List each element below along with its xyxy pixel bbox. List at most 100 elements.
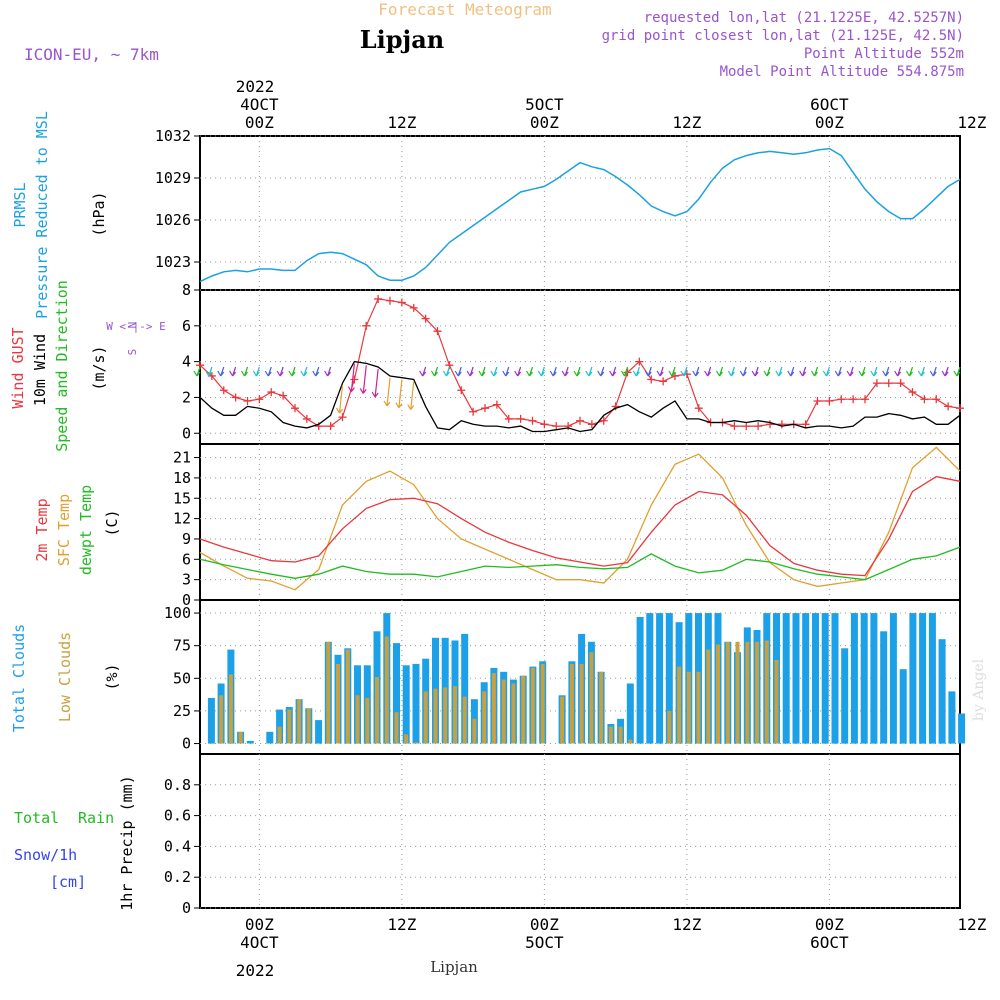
- bottom-time-tick-label: 12Z: [957, 915, 986, 934]
- gust-marker: [552, 422, 561, 431]
- chart-title: Forecast Meteogram: [378, 0, 551, 19]
- wind-direction-arrow: [478, 366, 486, 377]
- wind-direction-arrow: [858, 366, 866, 377]
- total-cloud-bar: [870, 613, 878, 744]
- low-cloud-bar: [677, 666, 682, 744]
- low-cloud-bar: [482, 691, 487, 744]
- wind-panel: 0 2 4 6 8: [182, 281, 964, 445]
- pressure-panel: 1023 1026 1029 1032: [155, 127, 961, 291]
- gust-marker: [694, 404, 703, 413]
- gust-marker: [219, 386, 228, 395]
- bottom-time-tick-label: 12Z: [672, 915, 701, 934]
- top-time-tick-label: 12Z: [672, 113, 701, 132]
- total-cloud-bar: [276, 709, 284, 744]
- low-cloud-bar: [326, 641, 331, 744]
- wind-direction-arrow: [324, 366, 332, 377]
- wind-direction-arrow: [347, 363, 355, 392]
- total-cloud-bar: [821, 613, 829, 744]
- gust-marker: [635, 357, 644, 366]
- total-cloud-bar: [207, 697, 215, 744]
- wind-direction-arrow: [514, 366, 522, 377]
- model-point-altitude: Model Point Altitude 554.875m: [720, 64, 964, 80]
- wind-10m-label: 10m Wind: [31, 334, 49, 406]
- requested-coords: requested lon,lat (21.1225E, 42.5257N): [644, 10, 964, 26]
- low-cloud-bar: [608, 726, 613, 744]
- low-cloud-bar: [569, 663, 574, 744]
- total-cloud-bar: [315, 720, 323, 744]
- wind-direction-arrow: [193, 366, 201, 377]
- low-clouds-label: Low Clouds: [56, 632, 74, 722]
- dewpt-line: [199, 546, 961, 581]
- gust-marker: [397, 298, 406, 307]
- total-cloud-bar: [393, 643, 400, 744]
- low-cloud-bar: [501, 679, 506, 744]
- low-cloud-bar: [336, 663, 340, 744]
- low-cloud-bar: [433, 688, 438, 744]
- gust-marker: [374, 294, 383, 303]
- gust-marker: [492, 400, 501, 409]
- gust-marker: [754, 422, 763, 431]
- wind-direction-arrow: [454, 366, 462, 377]
- temp-2m-label: 2m Temp: [33, 498, 51, 561]
- wind-direction-arrow: [704, 366, 712, 377]
- total-cloud-bar: [880, 631, 888, 744]
- gust-marker: [243, 397, 252, 406]
- low-cloud-bar: [755, 641, 759, 744]
- wind-direction-arrow: [407, 381, 415, 410]
- wind-direction-arrow: [312, 366, 320, 377]
- gust-marker: [932, 395, 941, 404]
- gust-marker: [861, 395, 869, 404]
- wind-direction-arrow: [229, 366, 237, 377]
- gust-marker: [433, 327, 442, 336]
- gust-marker: [896, 379, 905, 388]
- y-tick-label: 2: [182, 388, 191, 406]
- wind-direction-arrow: [240, 366, 249, 377]
- wind-direction-arrow: [905, 366, 914, 377]
- gust-marker: [801, 420, 810, 429]
- y-tick-label: 1023: [155, 253, 191, 271]
- y-tick-label: 0: [182, 899, 191, 917]
- model-label: ICON-EU, ~ 7km: [24, 45, 159, 64]
- y-tick-label: 50: [173, 669, 191, 687]
- low-cloud-bar: [297, 699, 302, 744]
- wind-direction-arrow: [632, 366, 640, 377]
- total-cloud-bar: [919, 613, 927, 744]
- low-cloud-bar: [511, 683, 516, 744]
- wind-direction-arrow: [561, 366, 569, 377]
- point-altitude: Point Altitude 552m: [804, 46, 964, 62]
- y-tick-label: 0: [182, 591, 191, 609]
- low-cloud-bar: [345, 649, 350, 744]
- low-cloud-bar: [725, 641, 730, 744]
- y-tick-label: 18: [173, 469, 191, 487]
- wind-direction-arrow: [787, 366, 795, 377]
- gust-marker: [837, 395, 846, 404]
- temperature-panel: 0 3 6 9 12 15 18 21: [173, 443, 961, 609]
- y-tick-label: 0.2: [164, 868, 191, 886]
- low-cloud-bar: [735, 641, 740, 744]
- gust-marker: [302, 414, 311, 423]
- total-cloud-bar: [646, 613, 654, 744]
- gust-marker: [540, 420, 549, 429]
- wind-direction-arrow: [775, 366, 783, 377]
- wind-direction-arrow: [846, 366, 854, 377]
- wind-direction-arrow: [371, 368, 379, 398]
- location-title: Lipjan: [360, 25, 444, 54]
- low-cloud-bar: [491, 673, 496, 744]
- y-tick-label: 4: [182, 353, 191, 371]
- gust-marker: [564, 422, 573, 431]
- y-tick-label: 1029: [155, 169, 191, 187]
- total-cloud-bar: [402, 665, 410, 744]
- low-cloud-bar: [521, 675, 526, 744]
- gust-marker: [742, 422, 751, 431]
- gust-marker: [944, 402, 953, 411]
- low-cloud-bar: [472, 718, 477, 744]
- wind-speed-dir-label: Speed and Direction: [53, 280, 71, 452]
- total-cloud-bar: [831, 613, 839, 744]
- panel-labels: PRMSL Pressure Reduced to MSL (hPa) Wind…: [9, 111, 166, 911]
- y-tick-label: 1026: [155, 211, 191, 229]
- gust-marker: [421, 314, 430, 323]
- wind-direction-arrow: [288, 366, 296, 377]
- wind-direction-arrow: [395, 379, 403, 409]
- gust-marker: [825, 397, 834, 406]
